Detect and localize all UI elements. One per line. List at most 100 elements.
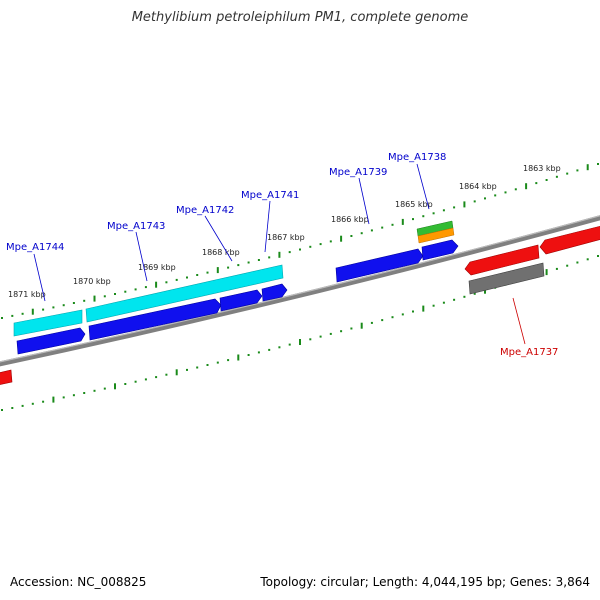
outer-track-major-tick xyxy=(31,308,34,315)
scale-label-1869: 1869 kbp xyxy=(138,263,176,272)
inner-track-minor-tick xyxy=(21,404,24,407)
outer-track-minor-tick xyxy=(103,295,106,298)
feature-cyan-mpe-a1743[interactable] xyxy=(85,264,284,323)
inner-track-minor-tick xyxy=(432,304,435,307)
feature-gray[interactable] xyxy=(468,262,545,295)
inner-track-minor-tick xyxy=(186,368,188,371)
outer-track-minor-tick xyxy=(545,179,548,181)
outer-track-minor-tick xyxy=(237,264,240,267)
inner-track-minor-tick xyxy=(216,361,219,364)
outer-track-minor-tick xyxy=(165,281,168,284)
inner-track-minor-tick xyxy=(473,292,476,295)
inner-track-minor-tick xyxy=(350,327,353,330)
inner-track-major-tick xyxy=(175,369,178,376)
inner-track-minor-tick xyxy=(278,346,281,349)
inner-track-minor-tick xyxy=(206,364,209,366)
outer-track-minor-tick xyxy=(247,261,250,264)
outer-track-major-tick xyxy=(340,235,343,242)
gene-label-mpe-a1743[interactable]: Mpe_A1743 xyxy=(107,221,165,232)
inner-track-major-tick xyxy=(422,305,425,312)
feature-blue-a1741[interactable] xyxy=(261,283,288,302)
feature-blue-a1743[interactable] xyxy=(88,298,222,341)
outer-track-minor-tick xyxy=(319,243,322,246)
outer-tick-track xyxy=(1,163,599,319)
feature-blue-a1742[interactable] xyxy=(219,289,263,312)
outer-track-minor-tick xyxy=(412,218,414,221)
outer-track-minor-tick xyxy=(175,278,178,281)
outer-track-minor-tick xyxy=(504,191,507,194)
inner-track-minor-tick xyxy=(31,402,34,405)
inner-track-minor-tick xyxy=(340,330,343,333)
outer-track-minor-tick xyxy=(124,290,127,293)
scale-label-1866: 1866 kbp xyxy=(331,215,369,224)
outer-track-major-tick xyxy=(463,201,466,208)
inner-track-minor-tick xyxy=(586,258,589,261)
inner-track-minor-tick xyxy=(257,351,260,354)
inner-track-minor-tick xyxy=(576,261,579,264)
gene-label-mpe-a1744[interactable]: Mpe_A1744 xyxy=(6,242,64,253)
inner-track-minor-tick xyxy=(83,392,86,394)
outer-track-major-tick xyxy=(93,295,96,302)
feature-red-mpe-a1737[interactable] xyxy=(464,244,540,276)
outer-track-minor-tick xyxy=(196,274,199,276)
outer-track-minor-tick xyxy=(514,188,517,191)
feature-blue-a1744[interactable] xyxy=(16,327,86,355)
inner-track-minor-tick xyxy=(555,267,558,270)
outer-track-minor-tick xyxy=(494,194,497,197)
genome-backbone xyxy=(0,215,600,367)
outer-track-minor-tick xyxy=(186,276,188,279)
gene-label-mpe-a1739[interactable]: Mpe_A1739 xyxy=(329,167,387,178)
outer-track-minor-tick xyxy=(134,288,137,291)
outer-track-major-tick xyxy=(586,164,589,171)
inner-track-minor-tick xyxy=(288,343,291,346)
scale-label-1864: 1864 kbp xyxy=(459,182,497,191)
feature-blue-a1739[interactable] xyxy=(335,248,424,283)
gene-label-mpe-a1742[interactable]: Mpe_A1742 xyxy=(176,205,234,216)
inner-track-minor-tick xyxy=(165,373,168,376)
outer-track-major-tick xyxy=(525,183,528,190)
outer-track-minor-tick xyxy=(309,245,312,248)
gene-label-mpe-a1738[interactable]: Mpe_A1738 xyxy=(388,152,446,163)
outer-track-minor-tick xyxy=(473,200,476,203)
outer-track-minor-tick xyxy=(21,312,24,315)
genome-summary-text: Topology: circular; Length: 4,044,195 bp… xyxy=(260,575,590,589)
feature-red-left-edge[interactable] xyxy=(0,369,13,385)
inner-track-minor-tick xyxy=(453,298,456,301)
outer-track-minor-tick xyxy=(268,256,271,259)
inner-track-minor-tick xyxy=(103,387,106,390)
outer-track-minor-tick xyxy=(257,259,260,261)
gene-label-mpe-a1741[interactable]: Mpe_A1741 xyxy=(241,190,299,201)
gene-label-mpe-a1737[interactable]: Mpe_A1737 xyxy=(500,347,558,358)
inner-track-minor-tick xyxy=(93,389,96,392)
outer-track-minor-tick xyxy=(350,235,353,237)
inner-track-minor-tick xyxy=(11,407,14,409)
outer-track-minor-tick xyxy=(597,163,599,165)
feature-cyan-mpe-a1744[interactable] xyxy=(13,309,83,337)
outer-track-minor-tick xyxy=(114,293,116,295)
outer-track-minor-tick xyxy=(206,271,209,274)
outer-track-minor-tick xyxy=(555,175,558,178)
outer-track-minor-tick xyxy=(432,212,435,215)
scale-label-1871: 1871 kbp xyxy=(8,290,46,299)
outer-track-minor-tick xyxy=(535,182,538,185)
inner-track-minor-tick xyxy=(196,366,199,369)
feature-red-right[interactable] xyxy=(539,225,600,255)
feature-orange[interactable] xyxy=(417,227,455,244)
inner-track-minor-tick xyxy=(227,359,230,362)
scale-label-1867: 1867 kbp xyxy=(267,233,305,242)
outer-track-minor-tick xyxy=(360,232,363,235)
outer-track-minor-tick xyxy=(370,229,373,232)
genome-backbone-highlight xyxy=(0,215,600,363)
scale-label-1863: 1863 kbp xyxy=(523,164,561,173)
outer-track-major-tick xyxy=(216,267,219,274)
inner-track-minor-tick xyxy=(442,301,445,304)
feature-blue-a1738[interactable] xyxy=(421,239,459,261)
inner-track-minor-tick xyxy=(72,394,75,397)
outer-track-minor-tick xyxy=(11,314,14,317)
inner-track-major-tick xyxy=(545,269,548,276)
outer-track-minor-tick xyxy=(83,299,86,302)
outer-track-minor-tick xyxy=(484,197,486,200)
inner-track-minor-tick xyxy=(268,348,271,351)
outer-track-minor-tick xyxy=(62,304,65,307)
